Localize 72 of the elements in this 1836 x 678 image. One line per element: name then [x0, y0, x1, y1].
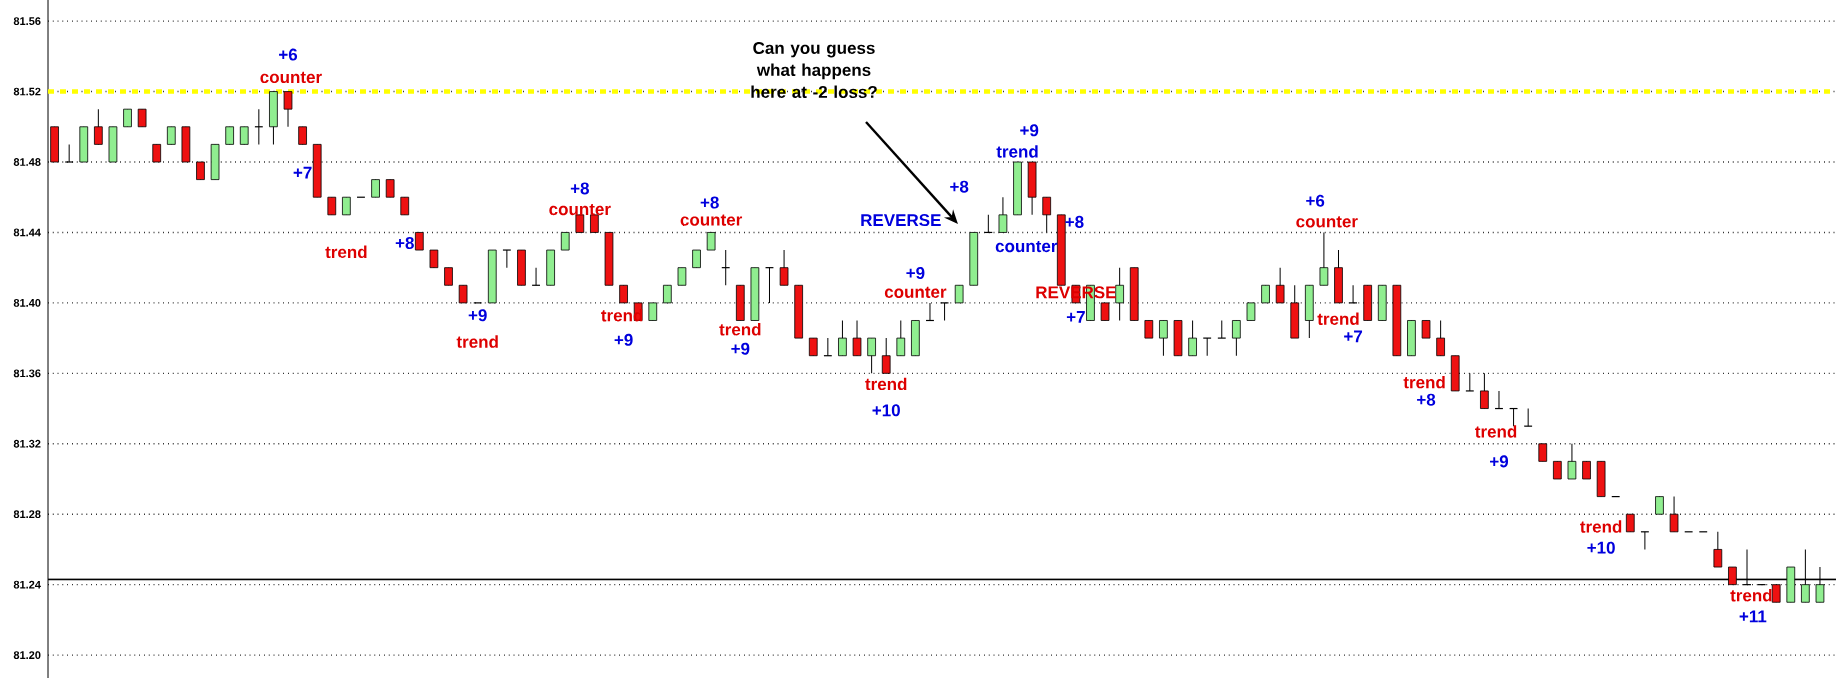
- annotation: trend: [865, 377, 907, 391]
- y-tick-label: 81.32: [13, 439, 41, 448]
- annotation: counter: [1296, 216, 1358, 228]
- candlestick: [94, 108, 103, 145]
- annotation: +7: [293, 166, 312, 179]
- candlestick: [64, 143, 74, 163]
- candlestick: [779, 249, 789, 286]
- annotation: trend: [996, 145, 1038, 158]
- annotation: +10: [872, 404, 900, 417]
- candlestick: [1436, 319, 1445, 357]
- candlestick: [1202, 337, 1212, 357]
- annotation: +9: [1020, 124, 1039, 137]
- candlestick: [881, 337, 891, 374]
- candlestick: [1275, 267, 1285, 304]
- candlestick: [283, 91, 293, 128]
- annotation: +9: [906, 266, 925, 279]
- annotation: trend: [1317, 312, 1359, 325]
- candlestick: [1115, 267, 1124, 321]
- candlestick: [1713, 531, 1723, 568]
- annotation: trend: [1730, 588, 1772, 602]
- y-tick-label: 81.56: [13, 17, 41, 25]
- annotation: +9: [614, 333, 633, 346]
- y-tick-label: 81.24: [13, 580, 41, 589]
- annotation: +8: [950, 180, 969, 193]
- candlestick: [1159, 319, 1168, 357]
- y-tick-label: 81.28: [13, 510, 41, 519]
- annotation: trend: [719, 323, 761, 336]
- annotation: trend: [1475, 425, 1517, 438]
- annotation: counter: [260, 71, 322, 84]
- candlestick: [1567, 443, 1577, 480]
- y-tick-label: 81.52: [13, 87, 41, 96]
- y-tick-label: 81.44: [13, 228, 41, 237]
- annotation: +7: [1066, 311, 1085, 323]
- annotation: trend: [325, 245, 367, 259]
- candlestick: [896, 319, 906, 357]
- annotation: counter: [884, 286, 947, 298]
- annotation: trend: [1403, 375, 1445, 389]
- candlestick: [1465, 372, 1475, 392]
- annotation: +7: [1344, 330, 1363, 343]
- candlestick: [1669, 496, 1679, 533]
- annotation: +8: [395, 237, 414, 250]
- candlestick: [1188, 319, 1197, 357]
- candlestick: [502, 249, 512, 269]
- y-tick-label: 81.36: [13, 369, 41, 378]
- annotation: +11: [1739, 610, 1767, 623]
- annotation: trend: [1580, 520, 1622, 533]
- annotation: trend: [456, 335, 498, 348]
- annotation: +8: [700, 196, 719, 209]
- annotation: +9: [468, 309, 487, 322]
- candlestick: [998, 196, 1008, 233]
- candlestick: [1348, 284, 1358, 304]
- candlestick: [1480, 372, 1489, 410]
- annotation: +10: [1587, 541, 1615, 554]
- y-tick-label: 81.40: [13, 298, 41, 307]
- candlestick: [1319, 231, 1329, 286]
- annotation: +8: [1417, 393, 1436, 406]
- y-tick-label: 81.48: [13, 158, 41, 166]
- candlestick: [852, 319, 862, 357]
- annotation: +9: [731, 342, 750, 355]
- annotation: REVERSE: [861, 214, 941, 227]
- annotation: +9: [1490, 455, 1509, 468]
- candlestick: [1042, 196, 1052, 233]
- candlestick: [1232, 319, 1241, 357]
- annotation: +8: [570, 182, 589, 195]
- candlestick: [1217, 319, 1227, 339]
- annotation: counter: [549, 203, 611, 216]
- annotation: counter: [680, 214, 743, 226]
- y-tick-label: 81.20: [13, 651, 41, 659]
- candlestick: [838, 319, 847, 357]
- candlestick: [867, 337, 876, 374]
- annotation: +6: [279, 48, 298, 61]
- annotation: +6: [1306, 194, 1325, 207]
